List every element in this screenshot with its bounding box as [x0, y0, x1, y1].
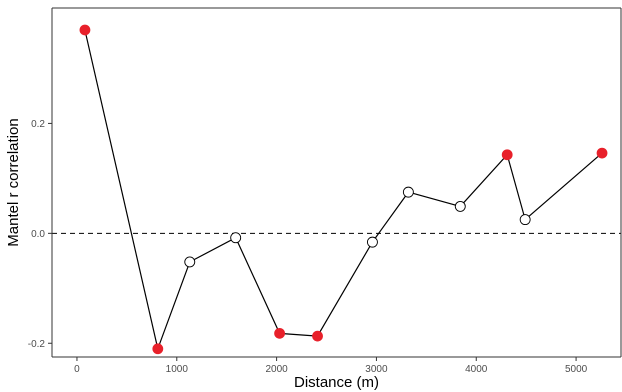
data-point-6 — [366, 236, 378, 248]
x-tick-label-1: 1000 — [166, 364, 189, 375]
axes: 0 1000 2000 3000 4000 5000 -0.2 0.0 0.2 — [28, 7, 622, 375]
x-tick-label-0: 0 — [74, 364, 80, 375]
x-tick-label-4: 4000 — [465, 364, 488, 375]
data-point-0 — [79, 24, 91, 36]
data-point-1 — [152, 343, 164, 355]
data-point-11 — [596, 147, 608, 159]
x-axis-title: Distance (m) — [294, 374, 379, 391]
x-tick-label-2: 2000 — [265, 364, 288, 375]
series-line — [84, 29, 603, 351]
y-axis-title: Mantel r correlation — [5, 118, 22, 246]
y-tick-label-1: 0.0 — [31, 229, 45, 240]
data-point-3 — [230, 232, 242, 244]
data-point-10 — [519, 214, 531, 226]
x-tick-label-5: 5000 — [565, 364, 588, 375]
y-tick-label-2: 0.2 — [31, 119, 45, 130]
y-tick-label-0: -0.2 — [28, 339, 46, 350]
data-point-4 — [274, 327, 286, 339]
data-point-5 — [312, 330, 323, 342]
data-point-9 — [501, 149, 513, 161]
plot-area — [52, 24, 621, 355]
data-point-7 — [402, 186, 414, 198]
x-tick-label-3: 3000 — [365, 364, 388, 375]
data-point-8 — [454, 200, 466, 212]
data-point-2 — [184, 256, 196, 268]
